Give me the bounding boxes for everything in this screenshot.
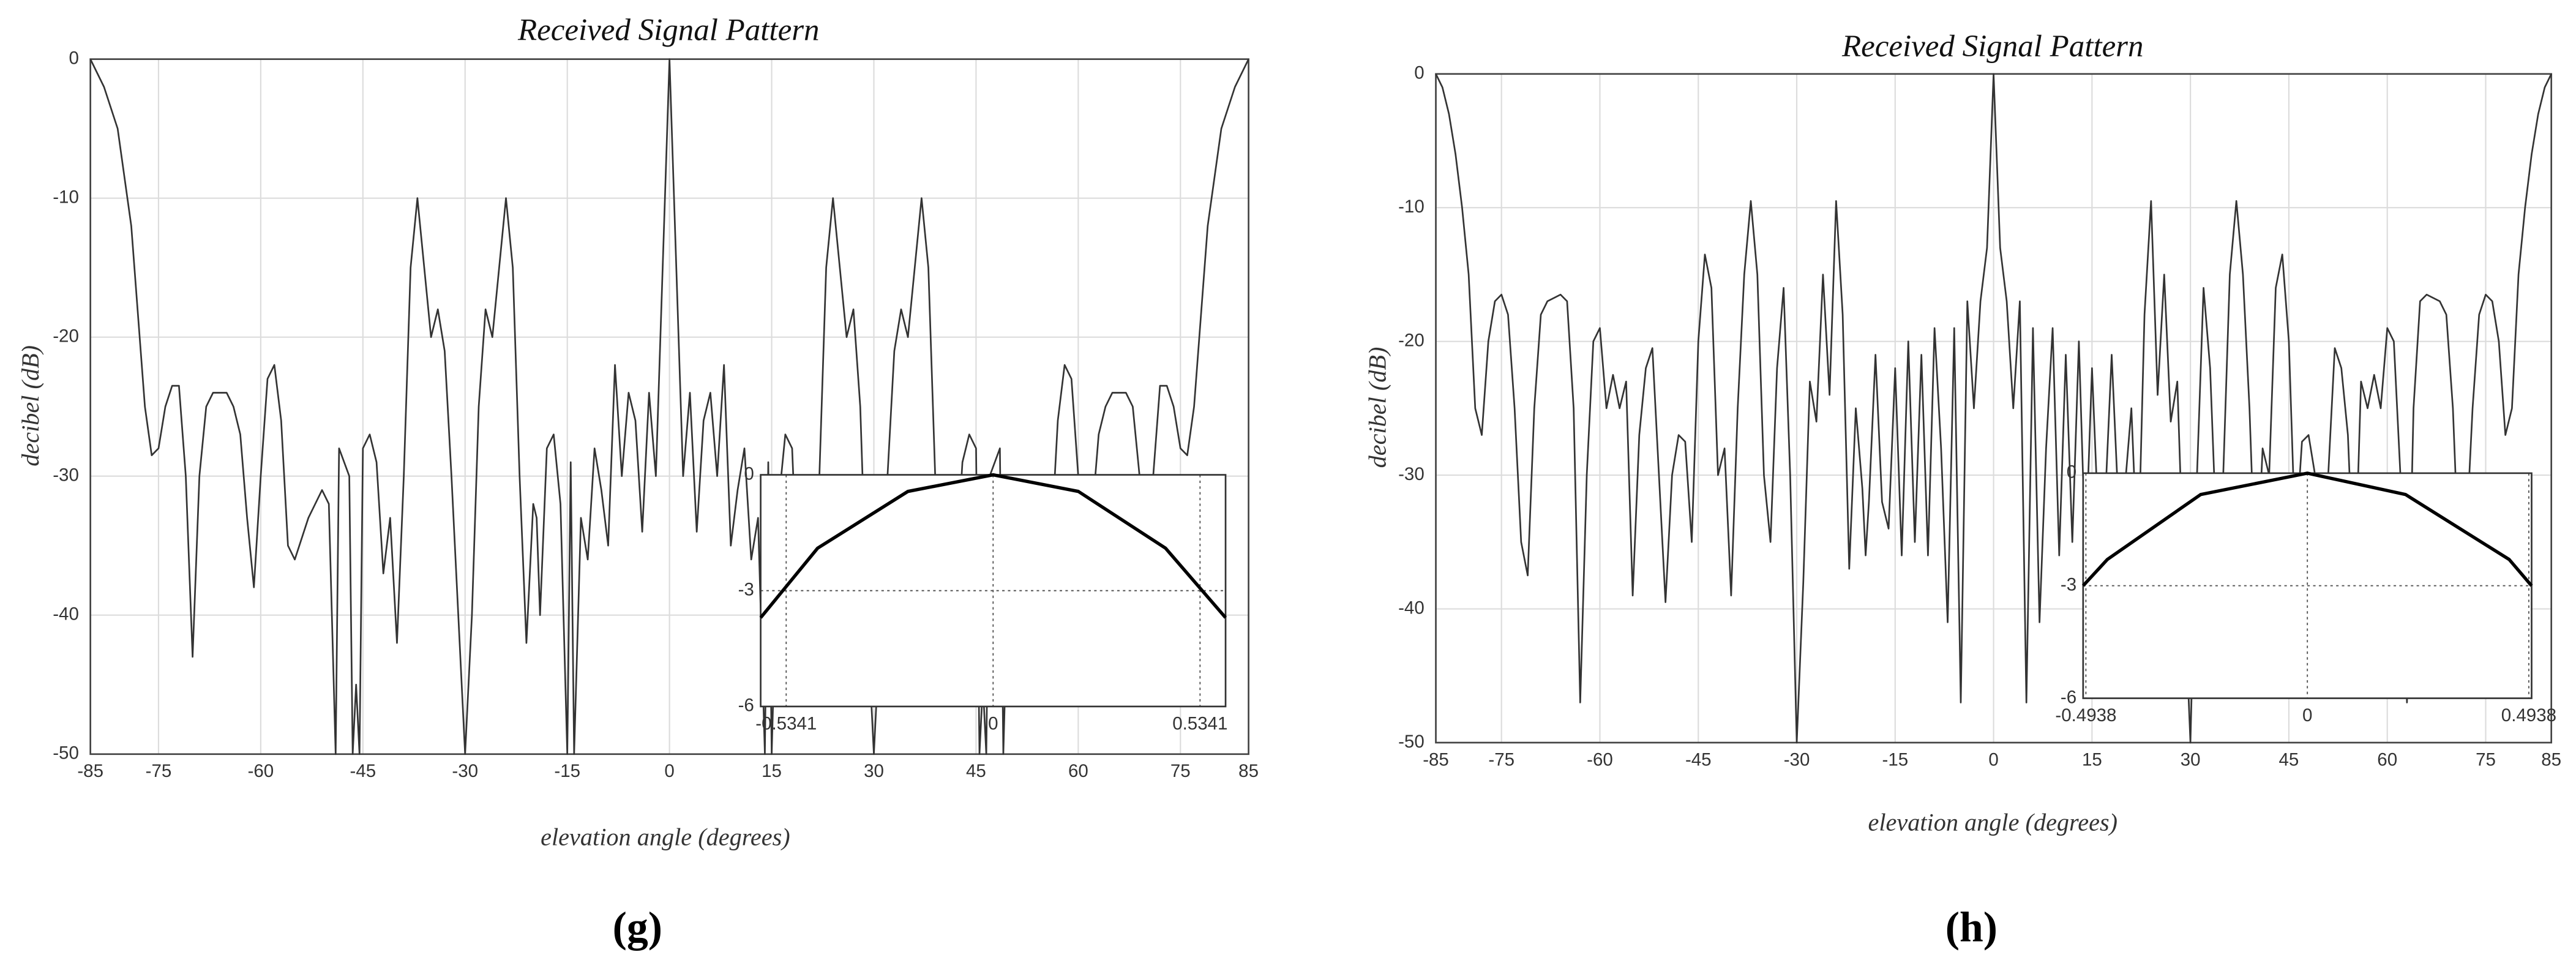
x-tick-label: -45 xyxy=(1685,749,1712,770)
x-tick-label: 30 xyxy=(864,761,884,781)
y-tick-label: -3 xyxy=(2061,574,2076,594)
y-tick-label: -50 xyxy=(53,743,79,763)
y-tick-label: 0 xyxy=(744,463,754,484)
x-tick-label: -75 xyxy=(146,761,172,781)
x-tick-label: 75 xyxy=(1170,761,1191,781)
x-tick-label: 30 xyxy=(2181,749,2201,770)
x-tick-label: -60 xyxy=(248,761,274,781)
x-tick-label: -30 xyxy=(452,761,478,781)
chart-title: Received Signal Pattern xyxy=(517,13,820,47)
x-tick-label: 60 xyxy=(2377,749,2397,770)
x-tick-label: -15 xyxy=(554,761,580,781)
y-tick-label: -50 xyxy=(1398,732,1425,752)
y-axis-label: decibel (dB) xyxy=(17,345,44,467)
x-tick-label: 75 xyxy=(2476,749,2496,770)
x-tick-label: -85 xyxy=(77,761,103,781)
panel-label: (h) xyxy=(1945,904,1998,951)
x-tick-label: 60 xyxy=(1068,761,1088,781)
y-tick-label: -6 xyxy=(738,695,754,716)
x-tick-label: -0.4938 xyxy=(2055,705,2116,725)
y-tick-label: -6 xyxy=(2061,687,2076,707)
x-tick-label: -75 xyxy=(1488,749,1515,770)
y-axis-label: decibel (dB) xyxy=(1364,347,1391,468)
panel-label: (g) xyxy=(613,904,662,951)
x-tick-label: 15 xyxy=(2082,749,2102,770)
x-tick-label: 15 xyxy=(762,761,782,781)
x-tick-label: 0.4938 xyxy=(2501,705,2556,725)
y-tick-label: 0 xyxy=(69,48,78,68)
chart-title: Received Signal Pattern xyxy=(1841,29,2144,64)
x-tick-label: 0 xyxy=(664,761,674,781)
x-axis-label: elevation angle (degrees) xyxy=(541,823,790,851)
y-tick-label: -10 xyxy=(53,187,79,207)
x-tick-label: -30 xyxy=(1784,749,1810,770)
y-tick-label: -3 xyxy=(738,580,754,600)
y-tick-label: 0 xyxy=(2067,462,2076,482)
signal-line xyxy=(2081,471,2533,587)
x-tick-label: -45 xyxy=(350,761,376,781)
signal-line xyxy=(1435,73,2552,744)
x-tick-label: -15 xyxy=(1882,749,1909,770)
x-tick-label: 0 xyxy=(1988,749,1998,770)
x-axis-label: elevation angle (degrees) xyxy=(1868,808,2117,836)
y-tick-label: -20 xyxy=(53,326,79,346)
x-tick-label: 0 xyxy=(2302,705,2312,725)
y-tick-label: -40 xyxy=(1398,598,1425,618)
y-tick-label: 0 xyxy=(1414,63,1424,83)
y-tick-label: -30 xyxy=(1398,464,1425,484)
signal-line xyxy=(759,473,1227,619)
x-tick-label: -60 xyxy=(1587,749,1613,770)
x-tick-label: 45 xyxy=(2279,749,2299,770)
x-tick-label: 45 xyxy=(966,761,986,781)
x-tick-label: 85 xyxy=(2541,749,2561,770)
y-tick-label: -20 xyxy=(1398,330,1425,350)
x-tick-label: -85 xyxy=(1423,749,1449,770)
x-tick-label: -0.5341 xyxy=(755,713,817,733)
x-tick-label: 0 xyxy=(988,713,998,733)
y-tick-label: -40 xyxy=(53,604,79,624)
y-tick-label: -30 xyxy=(53,465,79,485)
x-tick-label: 85 xyxy=(1238,761,1259,781)
y-tick-label: -10 xyxy=(1398,197,1425,217)
x-tick-label: 0.5341 xyxy=(1172,713,1227,733)
